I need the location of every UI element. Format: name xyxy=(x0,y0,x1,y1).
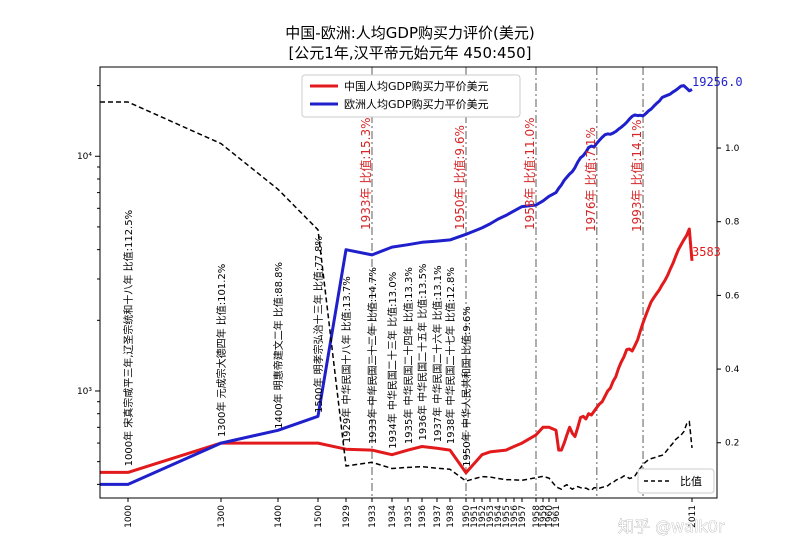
annotation-1933: 1933年 中华民国二十二年 比值:14.7% xyxy=(366,267,379,444)
x-axis: 1000 1300 1400 1500 1929 1933 1934 1935 1936 1937… xyxy=(124,498,698,528)
annotation-1937: 1937年 中华民国二十六年 比值:13.1% xyxy=(431,265,444,442)
x-tick-label: 1953 xyxy=(486,505,496,528)
x-tick-label: 1934 xyxy=(388,505,398,528)
x-tick-label: 1954 xyxy=(494,505,504,528)
annotation-red-1958: 1958年 比值:11.0% xyxy=(522,117,537,230)
x-tick-label: 1956 xyxy=(510,505,520,528)
x-tick-label: 1957 xyxy=(518,505,528,528)
series-line-china xyxy=(100,227,694,475)
legend-label-china: 中国人均GDP购买力平价美元 xyxy=(344,79,489,93)
legend-box xyxy=(301,74,521,118)
x-tick-label: 1959 xyxy=(539,505,549,528)
annotation-red-1933: 1933年 比值:15.3% xyxy=(358,117,373,230)
legend-ratio: 比值 xyxy=(637,468,715,494)
x-tick-label: 1951 xyxy=(470,505,480,528)
x-tick-label: 1300 xyxy=(217,505,227,528)
y-tick-label: 10⁴ xyxy=(77,152,92,162)
annotation-red-1976: 1976年 比值:7.1% xyxy=(583,127,598,232)
annotations-layer: 1000年 宋真宗咸平三年,辽圣宗统和十八年 比值:112.5% 1300年 元成… xyxy=(122,117,644,466)
right-y-axis: 0.2 0.4 0.6 0.8 1.0 xyxy=(717,144,740,449)
y2-tick-label: 1.0 xyxy=(725,144,740,154)
annotation-1300: 1300年 元成宗大德四年 比值:101.2% xyxy=(215,264,228,437)
x-tick-label: 1955 xyxy=(502,505,512,528)
vertical-marker-lines xyxy=(371,67,644,498)
x-tick-label: 1960 xyxy=(545,505,555,528)
end-label-china: 3583 xyxy=(692,245,721,259)
x-tick-label: 2011 xyxy=(688,505,698,528)
annotation-1950: 1950年 中华人民共和国 比值:9.6% xyxy=(460,306,473,467)
series-line-ratio xyxy=(100,101,693,492)
y2-tick-label: 0.2 xyxy=(725,439,739,449)
x-tick-label: 1000 xyxy=(124,505,134,528)
annotation-1934: 1934年 中华民国二十三年 比值:13.0% xyxy=(386,272,399,449)
legend-label-europe: 欧洲人均GDP购买力平价美元 xyxy=(344,97,489,111)
annotation-1935: 1935年 中华民国二十四年 比值:13.3% xyxy=(402,267,415,444)
annotation-red-1950: 1950年 比值:9.6% xyxy=(452,125,467,230)
y2-tick-label: 0.6 xyxy=(725,291,740,301)
annotation-red-1993: 1993年 比值:14.1% xyxy=(629,119,644,232)
annotation-1936: 1936年 中华民国二十五年 比值:13.5% xyxy=(416,264,429,441)
x-tick-label: 1500 xyxy=(314,505,324,528)
x-tick-label: 1961 xyxy=(552,505,562,528)
legend-ratio-box xyxy=(637,468,715,494)
legend-label-ratio: 比值 xyxy=(680,475,702,488)
x-tick-label: 1952 xyxy=(478,505,488,528)
x-tick-label: 1950 xyxy=(462,505,472,528)
x-tick-label: 1933 xyxy=(368,505,378,528)
x-tick-label: 1400 xyxy=(274,505,284,528)
legend-main: 中国人均GDP购买力平价美元 欧洲人均GDP购买力平价美元 xyxy=(301,74,521,118)
series-line-europe xyxy=(100,84,693,486)
end-label-europe: 19256.0 xyxy=(692,75,743,89)
annotation-1400: 1400年 明惠帝建文二年 比值:88.8% xyxy=(272,262,285,429)
chart-subtitle: [公元1年,汉平帝元始元年 450:450] xyxy=(288,44,531,62)
x-tick-label: 1929 xyxy=(342,505,352,528)
x-tick-label: 1958 xyxy=(532,505,542,528)
y2-tick-label: 0.8 xyxy=(725,218,740,228)
left-y-axis: 10³ 10⁴ xyxy=(77,85,100,485)
x-tick-label: 1935 xyxy=(404,505,414,528)
x-tick-label: 1938 xyxy=(446,505,456,528)
chart-title: 中国-欧洲:人均GDP购买力评价(美元) xyxy=(285,24,534,42)
x-tick-label: 1937 xyxy=(433,505,443,528)
annotation-1500: 1500年 明孝宗弘治十三年 比值:77.8% xyxy=(312,236,325,413)
annotation-1938: 1938年 中华民国二十七年 比值:12.8% xyxy=(444,267,457,444)
x-tick-label: 1936 xyxy=(418,505,428,528)
y2-tick-label: 0.4 xyxy=(725,365,740,375)
annotation-1000: 1000年 宋真宗咸平三年,辽圣宗统和十八年 比值:112.5% xyxy=(122,210,135,466)
watermark: 知乎 @walk0r xyxy=(618,517,725,536)
series-layer xyxy=(100,84,694,492)
annotation-1929: 1929年 中华民国十八年 比值:13.7% xyxy=(340,276,353,443)
y-tick-label: 10³ xyxy=(77,387,92,397)
